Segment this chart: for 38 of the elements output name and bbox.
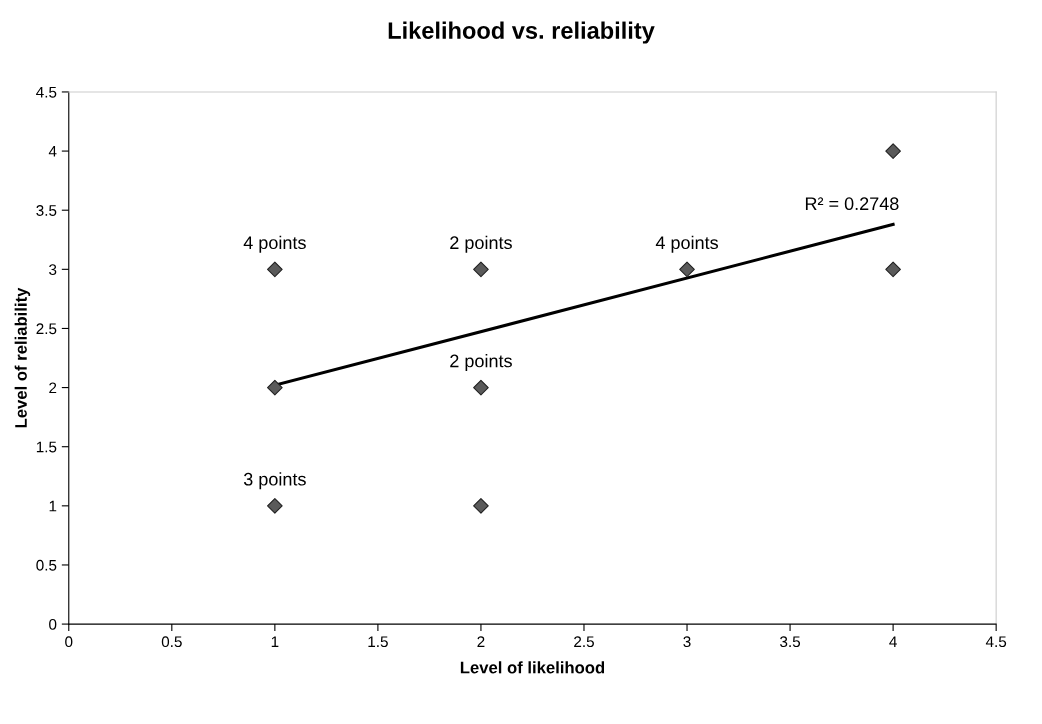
annotation: 2 points — [450, 354, 512, 371]
x-tick-label: 0 — [65, 636, 73, 648]
y-tick-label: 2 — [49, 382, 57, 394]
x-tick-label: 0.5 — [161, 636, 182, 648]
x-tick-label: 4.5 — [985, 636, 1007, 648]
chart-title: Likelihood vs. reliability — [388, 21, 655, 44]
annotation: 2 points — [450, 235, 512, 253]
y-tick-label: 1.5 — [36, 441, 57, 453]
y-axis-title: Level of reliability — [14, 287, 31, 428]
point — [885, 261, 901, 278]
point — [473, 379, 489, 396]
point — [679, 261, 695, 278]
annotation: 3 points — [243, 472, 306, 490]
y-tick-label: 4 — [48, 146, 57, 157]
point — [267, 497, 283, 514]
y-tick-label: 3 — [49, 264, 57, 276]
x-axis-title: Level of likelihood — [460, 661, 605, 674]
point — [473, 497, 489, 514]
x-tick-label: 1.5 — [368, 636, 388, 648]
annotation: R² = 0.2748 — [805, 197, 899, 211]
annotation: 4 points — [243, 235, 306, 253]
y-tick-label: 4.5 — [36, 86, 57, 98]
y-tick-label: 3.5 — [36, 205, 57, 216]
point — [885, 143, 901, 159]
y-tick-label: 1 — [49, 500, 57, 512]
x-tick-label: 4 — [889, 636, 897, 647]
y-tick-label: 0.5 — [36, 559, 57, 571]
x-tick-label: 3.5 — [780, 636, 801, 648]
y-tick-label: 2.5 — [36, 323, 57, 335]
x-tick-label: 2.5 — [574, 636, 594, 648]
point — [267, 261, 283, 278]
point — [267, 379, 283, 396]
x-tick-label: 2 — [477, 636, 485, 647]
y-tick-label: 0 — [49, 618, 57, 630]
point — [473, 261, 489, 278]
annotation: 4 points — [655, 235, 718, 253]
x-tick-label: 3 — [683, 636, 691, 648]
x-tick-label: 1 — [271, 636, 279, 647]
